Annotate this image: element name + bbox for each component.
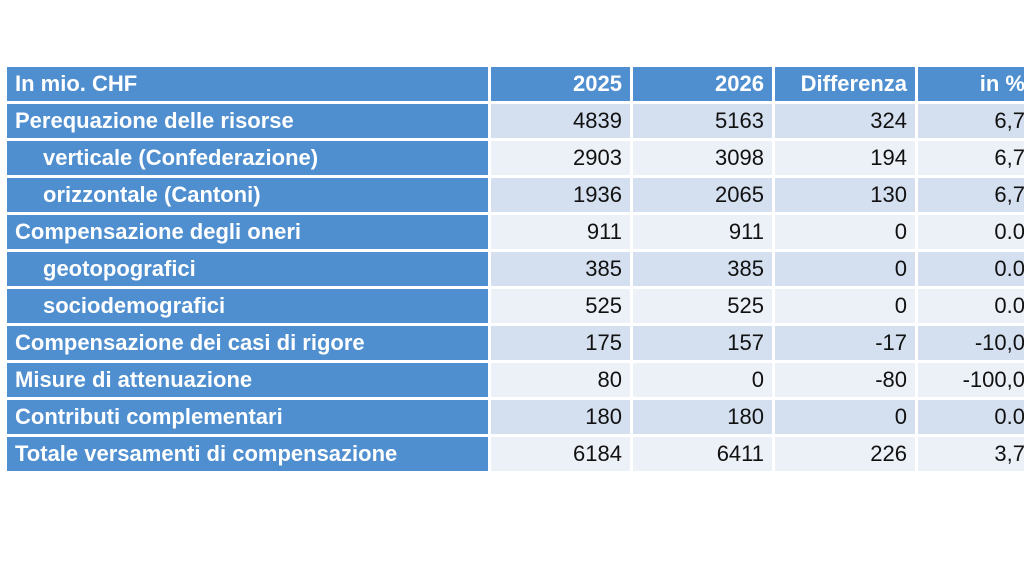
cell-2025: 385 <box>491 252 630 286</box>
cell-2025: 4839 <box>491 104 630 138</box>
cell-percent: 0.0 <box>918 215 1024 249</box>
table-header-row: In mio. CHF 2025 2026 Differenza in % <box>7 67 1024 101</box>
row-label: sociodemografici <box>7 289 488 323</box>
cell-2026: 525 <box>633 289 772 323</box>
table-row: Misure di attenuazione 80 0 -80 -100,0 <box>7 363 1024 397</box>
cell-percent: 0.0 <box>918 252 1024 286</box>
row-label: Misure di attenuazione <box>7 363 488 397</box>
cell-difference: 0 <box>775 400 915 434</box>
header-unit: In mio. CHF <box>7 67 488 101</box>
row-label: Compensazione degli oneri <box>7 215 488 249</box>
cell-difference: -80 <box>775 363 915 397</box>
cell-percent: 0.0 <box>918 289 1024 323</box>
cell-difference: 324 <box>775 104 915 138</box>
cell-difference: 0 <box>775 215 915 249</box>
row-label: Contributi complementari <box>7 400 488 434</box>
row-label: verticale (Confederazione) <box>7 141 488 175</box>
cell-2025: 80 <box>491 363 630 397</box>
cell-2025: 180 <box>491 400 630 434</box>
row-label: Compensazione dei casi di rigore <box>7 326 488 360</box>
table-row: sociodemografici 525 525 0 0.0 <box>7 289 1024 323</box>
compensation-table-container: In mio. CHF 2025 2026 Differenza in % Pe… <box>4 64 1024 474</box>
header-2025: 2025 <box>491 67 630 101</box>
table-body: Perequazione delle risorse 4839 5163 324 6,7… <box>7 104 1024 471</box>
table-row: Compensazione dei casi di rigore 175 157 -1… <box>7 326 1024 360</box>
cell-2026: 2065 <box>633 178 772 212</box>
row-label: orizzontale (Cantoni) <box>7 178 488 212</box>
cell-2026: 911 <box>633 215 772 249</box>
table-row: Totale versamenti di compensazione 6184 64… <box>7 437 1024 471</box>
compensation-table: In mio. CHF 2025 2026 Differenza in % Pe… <box>4 64 1024 474</box>
table-row: verticale (Confederazione) 2903 3098 194 6,7 <box>7 141 1024 175</box>
table-row: geotopografici 385 385 0 0.0 <box>7 252 1024 286</box>
cell-difference: 0 <box>775 289 915 323</box>
cell-percent: 0.0 <box>918 400 1024 434</box>
row-label: Totale versamenti di compensazione <box>7 437 488 471</box>
table-row: Contributi complementari 180 180 0 0.0 <box>7 400 1024 434</box>
cell-2026: 385 <box>633 252 772 286</box>
cell-percent: -10,0 <box>918 326 1024 360</box>
cell-2025: 911 <box>491 215 630 249</box>
header-difference: Differenza <box>775 67 915 101</box>
table-row: Perequazione delle risorse 4839 5163 324 6,7 <box>7 104 1024 138</box>
table-row: Compensazione degli oneri 911 911 0 0.0 <box>7 215 1024 249</box>
cell-2025: 1936 <box>491 178 630 212</box>
cell-difference: 0 <box>775 252 915 286</box>
header-percent: in % <box>918 67 1024 101</box>
cell-percent: 6,7 <box>918 178 1024 212</box>
cell-percent: 3,7 <box>918 437 1024 471</box>
cell-difference: 130 <box>775 178 915 212</box>
cell-2026: 6411 <box>633 437 772 471</box>
cell-2026: 157 <box>633 326 772 360</box>
cell-2026: 0 <box>633 363 772 397</box>
cell-difference: 226 <box>775 437 915 471</box>
cell-2026: 3098 <box>633 141 772 175</box>
row-label: geotopografici <box>7 252 488 286</box>
cell-percent: -100,0 <box>918 363 1024 397</box>
cell-2025: 525 <box>491 289 630 323</box>
cell-2026: 5163 <box>633 104 772 138</box>
cell-percent: 6,7 <box>918 141 1024 175</box>
cell-2025: 175 <box>491 326 630 360</box>
cell-difference: 194 <box>775 141 915 175</box>
cell-percent: 6,7 <box>918 104 1024 138</box>
cell-2026: 180 <box>633 400 772 434</box>
row-label: Perequazione delle risorse <box>7 104 488 138</box>
cell-2025: 6184 <box>491 437 630 471</box>
table-row: orizzontale (Cantoni) 1936 2065 130 6,7 <box>7 178 1024 212</box>
cell-2025: 2903 <box>491 141 630 175</box>
header-2026: 2026 <box>633 67 772 101</box>
cell-difference: -17 <box>775 326 915 360</box>
